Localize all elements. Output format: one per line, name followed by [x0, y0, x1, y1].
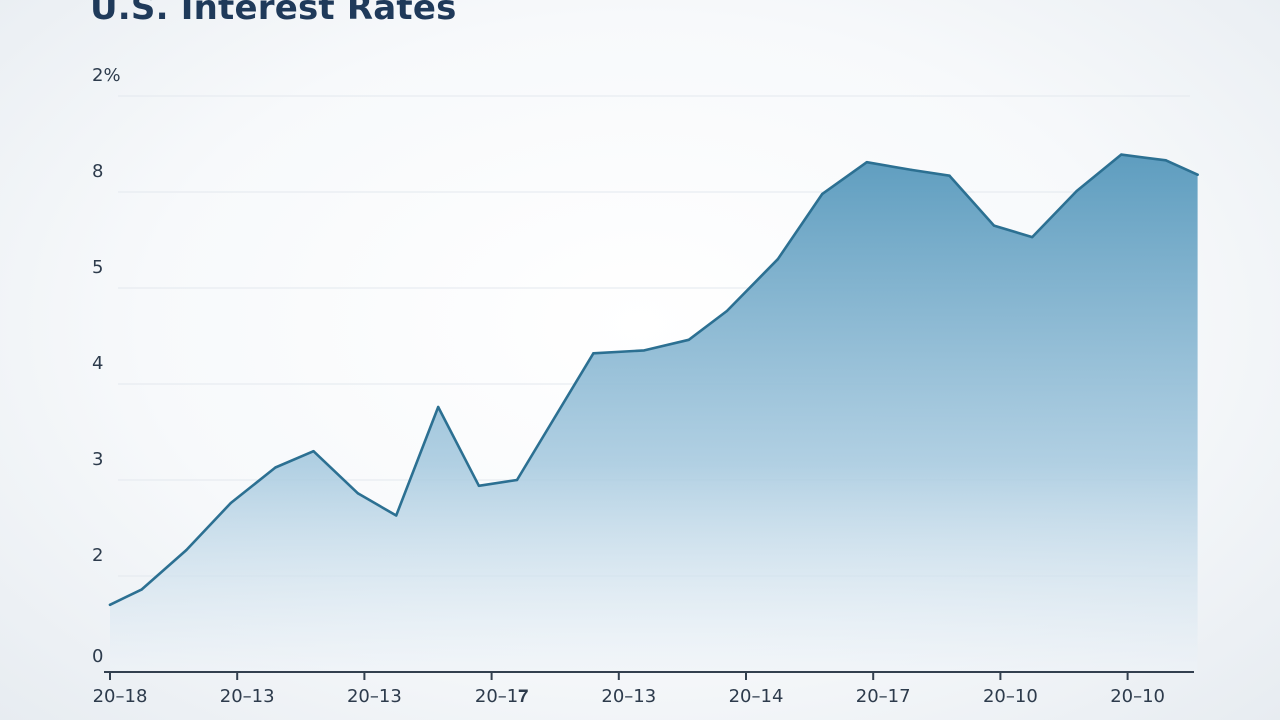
- data-point: [948, 174, 951, 177]
- tick-labels: 0 2 3 4 5 8 2% 20–18 20–13 20–13 20–1𝟕 20–13 20–14 20…: [92, 65, 1165, 707]
- data-point: [592, 352, 595, 355]
- x-tick-label: 20–17: [856, 686, 911, 707]
- y-tick-label: 8: [92, 161, 103, 182]
- x-tick-label: 20–14: [729, 686, 784, 707]
- data-point: [395, 514, 398, 517]
- x-tick-label: 20–13: [601, 686, 656, 707]
- y-tick-label: 2%: [92, 65, 121, 86]
- y-tick-label: 3: [92, 449, 103, 470]
- x-tick-label: 20–18: [93, 686, 148, 707]
- data-point: [477, 484, 481, 487]
- y-tick-label: 0: [92, 646, 103, 667]
- data-point: [185, 548, 188, 552]
- axes: [104, 671, 1194, 680]
- y-tick-label: 4: [92, 353, 103, 374]
- data-point: [274, 466, 277, 469]
- data-point: [229, 501, 233, 505]
- x-tick-label: 20–10: [983, 686, 1038, 707]
- data-point: [776, 258, 779, 261]
- data-point: [1031, 235, 1034, 239]
- chart-title: U.S. Interest Rates: [90, 0, 457, 28]
- x-tick-label: 20–10: [1110, 686, 1165, 707]
- data-point: [515, 478, 519, 482]
- area-series: [108, 153, 1199, 672]
- x-tick-label: 20–1𝟕: [475, 686, 528, 707]
- data-point: [1075, 189, 1078, 193]
- data-point: [312, 450, 315, 453]
- data-point: [1120, 153, 1123, 156]
- x-tick-label: 20–13: [347, 686, 402, 707]
- data-point: [992, 224, 996, 227]
- data-point: [356, 492, 360, 495]
- data-point: [108, 603, 112, 606]
- data-point: [436, 405, 440, 409]
- data-point: [821, 192, 824, 196]
- data-point: [725, 309, 729, 313]
- data-point: [1196, 173, 1199, 176]
- series-line: [108, 153, 1199, 607]
- data-point: [687, 338, 690, 342]
- data-point: [643, 349, 646, 352]
- data-point: [140, 588, 143, 591]
- data-point: [1164, 159, 1167, 162]
- x-tick-label: 20–13: [220, 686, 275, 707]
- area-fill: [110, 154, 1198, 672]
- y-tick-label: 5: [92, 257, 103, 278]
- y-tick-label: 2: [92, 545, 103, 566]
- data-point: [865, 161, 869, 164]
- data-point: [910, 168, 913, 172]
